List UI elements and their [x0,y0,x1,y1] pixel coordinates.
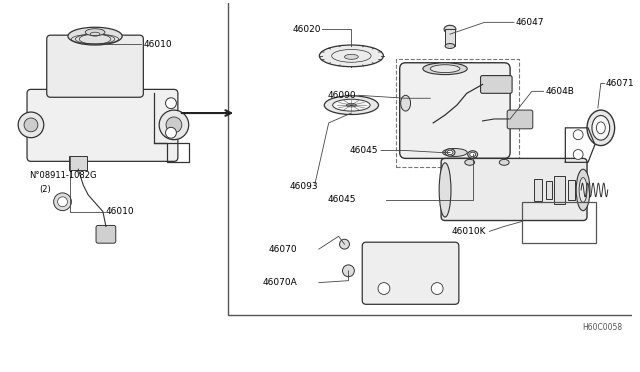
FancyBboxPatch shape [47,35,143,97]
Ellipse shape [468,151,477,158]
Ellipse shape [333,99,370,111]
Ellipse shape [324,96,378,115]
Circle shape [431,283,443,295]
Bar [534,179,541,201]
Text: 46071: 46071 [605,79,634,88]
Circle shape [340,239,349,249]
Ellipse shape [68,27,122,45]
Ellipse shape [430,65,460,73]
Circle shape [54,193,72,211]
Text: 46047: 46047 [516,18,545,27]
Text: N°08911-1082G: N°08911-1082G [29,171,97,180]
FancyBboxPatch shape [96,225,116,243]
Text: 46010: 46010 [106,207,134,216]
Text: Η60C0058: Η60C0058 [582,324,623,333]
Ellipse shape [579,177,587,202]
Text: 46020: 46020 [292,25,321,34]
Text: 46045: 46045 [328,195,356,204]
Text: 46010: 46010 [143,39,172,48]
FancyBboxPatch shape [481,76,512,93]
Bar [546,181,552,199]
FancyBboxPatch shape [69,156,87,170]
Ellipse shape [439,163,451,217]
Circle shape [166,117,182,133]
Text: 46093: 46093 [289,183,318,192]
Circle shape [166,127,177,138]
Ellipse shape [447,150,453,155]
Text: 46045: 46045 [349,146,378,155]
Text: 4604B: 4604B [546,87,575,96]
Ellipse shape [401,95,410,111]
Circle shape [159,110,189,140]
Bar [228,0,637,315]
Ellipse shape [596,122,605,134]
Circle shape [342,265,355,277]
Circle shape [378,283,390,295]
Ellipse shape [587,110,614,145]
Circle shape [573,150,583,159]
Ellipse shape [346,103,356,107]
Ellipse shape [592,116,610,140]
Circle shape [415,258,424,268]
Bar [396,59,519,167]
Ellipse shape [444,25,456,33]
Ellipse shape [499,159,509,165]
Ellipse shape [443,148,467,156]
Bar [445,29,455,46]
Bar [522,202,596,243]
Ellipse shape [445,44,455,48]
FancyBboxPatch shape [362,242,459,304]
Text: 46090: 46090 [328,91,356,100]
Ellipse shape [85,29,105,36]
Ellipse shape [423,63,467,75]
FancyBboxPatch shape [400,63,510,158]
FancyBboxPatch shape [507,110,532,129]
Circle shape [58,197,67,207]
Bar [554,176,565,204]
Ellipse shape [369,244,423,282]
Ellipse shape [344,54,358,59]
Ellipse shape [576,169,590,211]
Text: 46010K: 46010K [452,227,486,236]
Ellipse shape [445,149,455,156]
Ellipse shape [319,45,383,67]
Text: 46070: 46070 [269,245,297,254]
Circle shape [166,98,177,109]
Ellipse shape [470,152,476,157]
Bar [568,180,575,200]
Text: (2): (2) [39,186,51,195]
Text: 46070A: 46070A [262,278,297,287]
Circle shape [573,130,583,140]
Circle shape [18,112,44,138]
FancyBboxPatch shape [27,89,178,161]
Circle shape [24,118,38,132]
Ellipse shape [465,159,475,165]
Ellipse shape [376,250,415,276]
FancyBboxPatch shape [441,158,587,221]
Circle shape [365,260,377,272]
